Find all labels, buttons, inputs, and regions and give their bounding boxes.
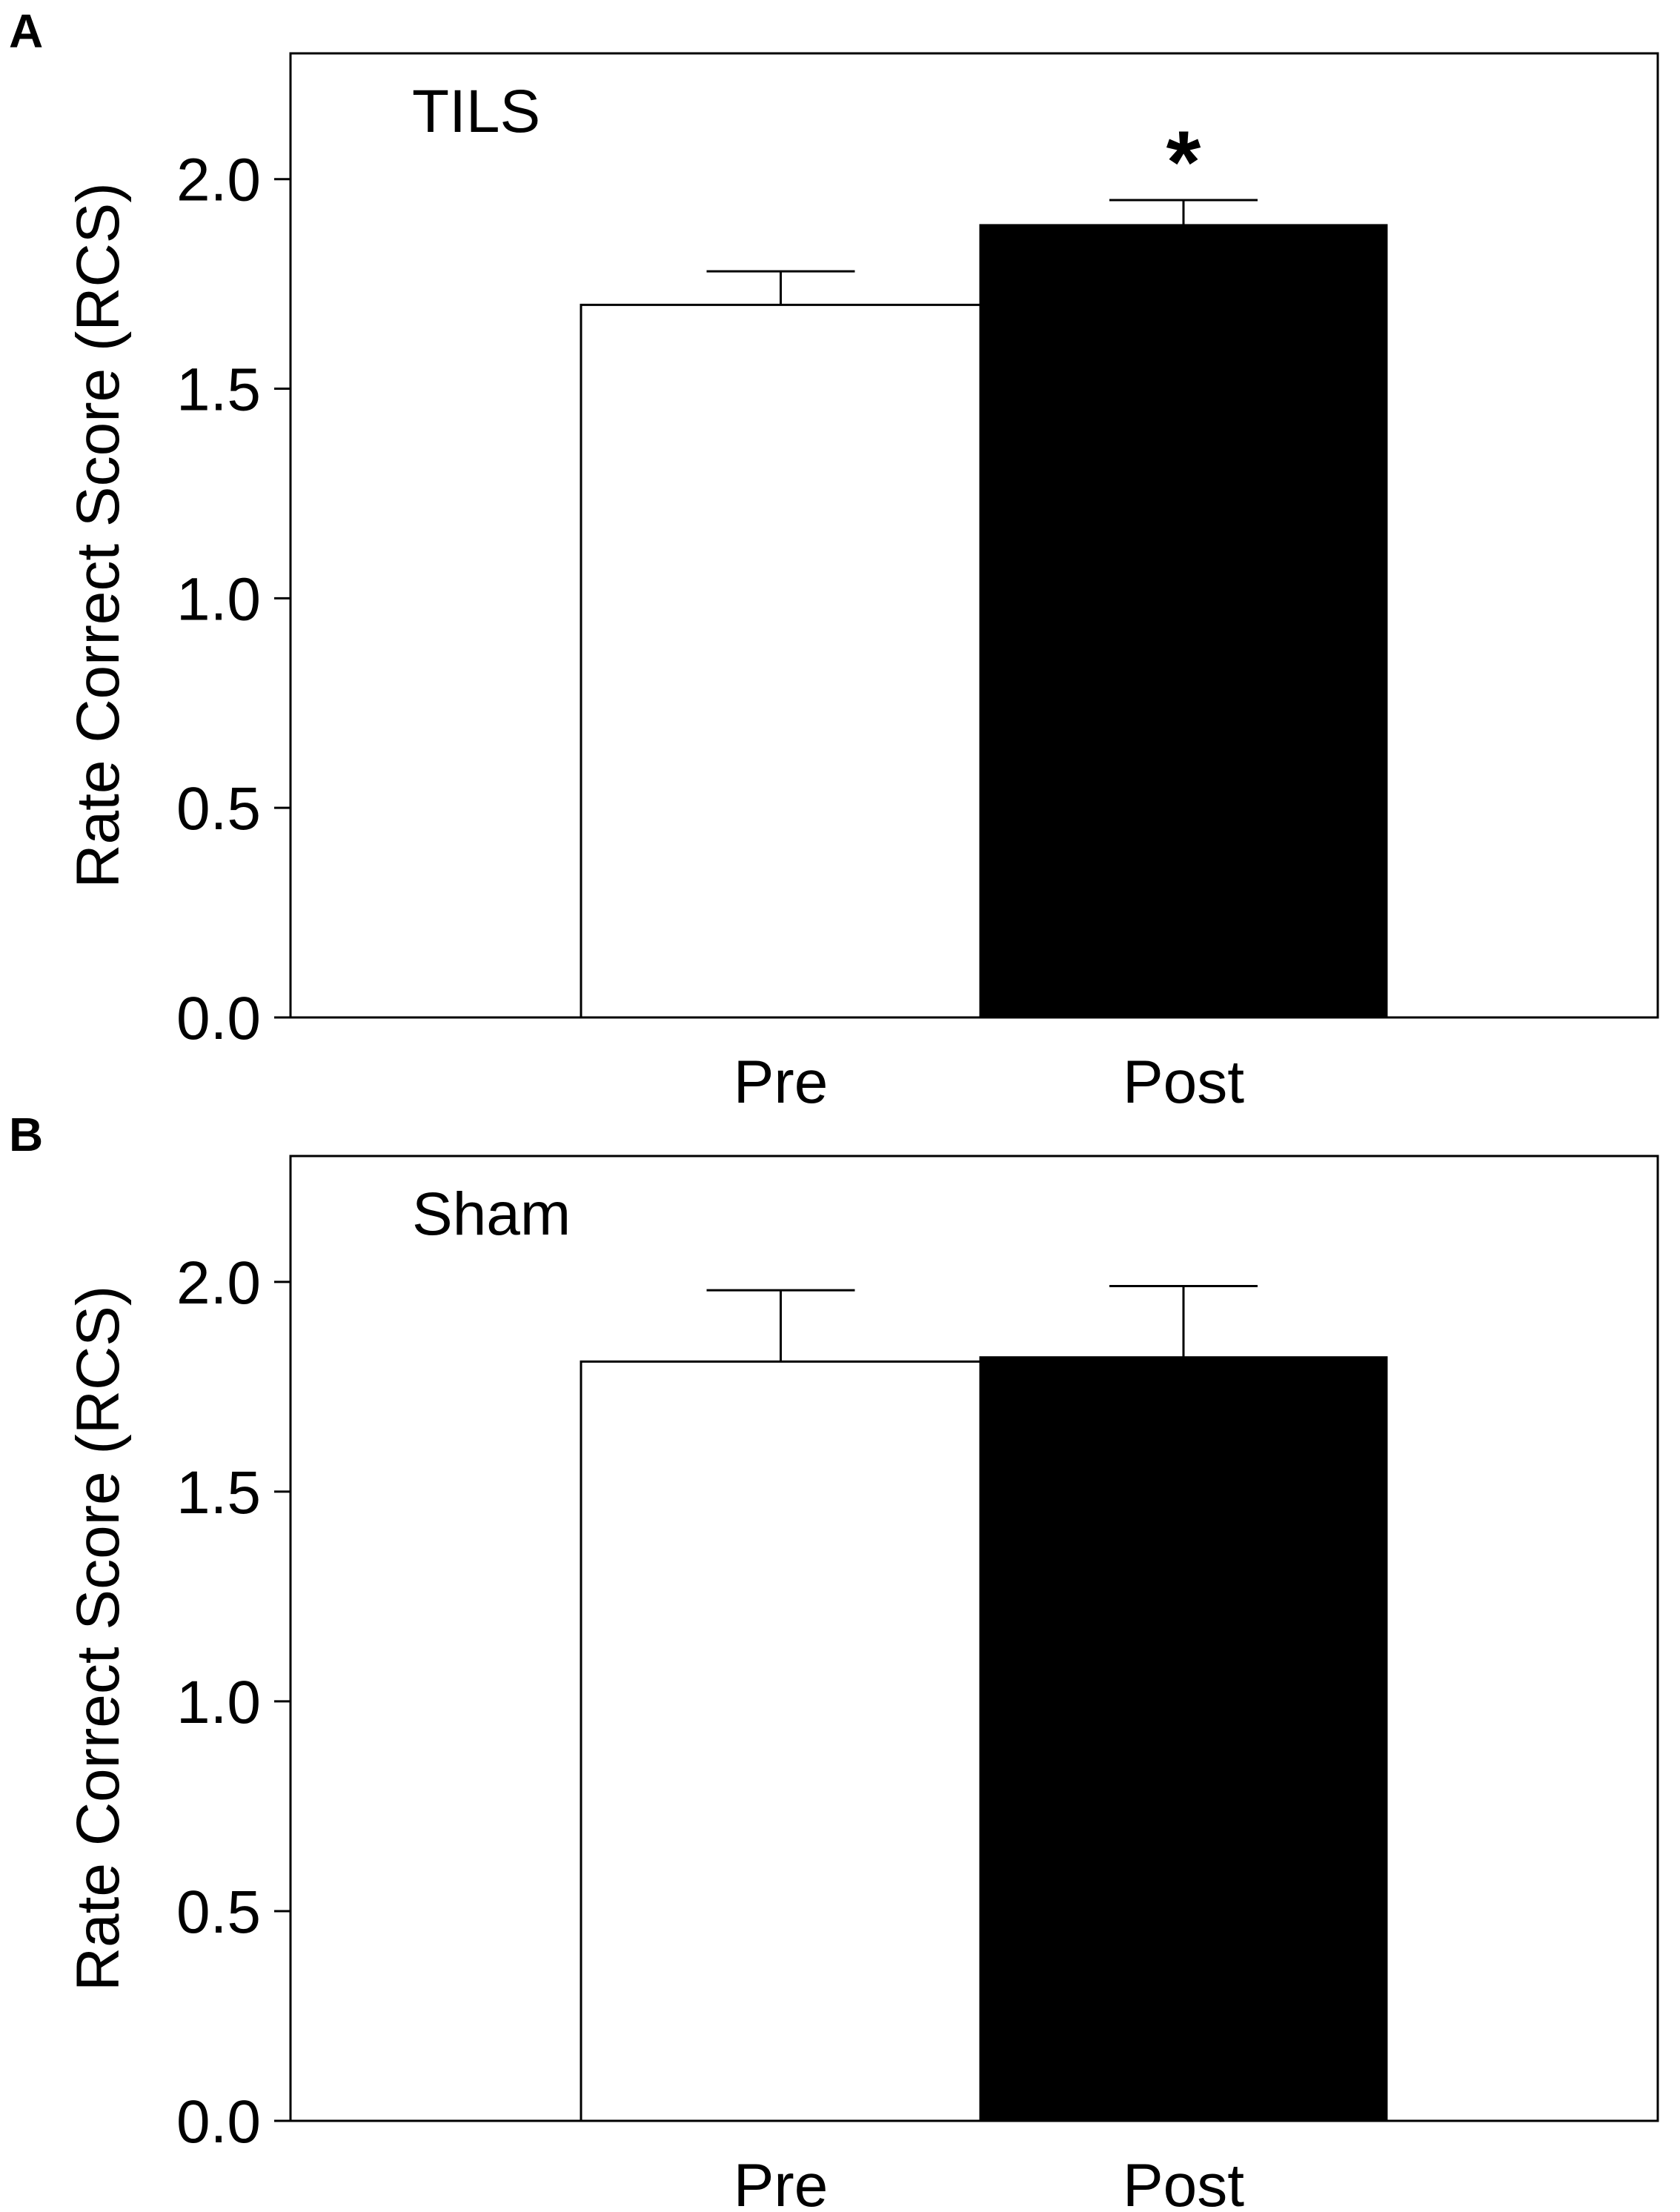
y-tick-label: 1.0 [176, 1669, 261, 1736]
panel-letter: A [9, 4, 43, 58]
y-axis-label: Rate Correct Score (RCS) [64, 1286, 132, 1991]
bar-post [979, 1356, 1388, 2122]
y-tick-label: 1.0 [176, 565, 261, 633]
group-label: TILS [412, 78, 540, 145]
bar-pre [580, 303, 982, 1019]
y-tick-label: 0.5 [176, 775, 261, 843]
bar-pre [580, 1360, 982, 2122]
bar-post [979, 224, 1388, 1019]
group-label: Sham [412, 1180, 571, 1248]
panel-letter: B [9, 1108, 43, 1161]
panel-b: B 0.0 0.5 1.0 1.5 2.0 Rate Correct Score (RCS)… [9, 1108, 1659, 2212]
y-tick-label: 2.0 [176, 1249, 261, 1317]
y-tick-label: 1.5 [176, 356, 261, 424]
y-tick-label: 0.0 [176, 2088, 261, 2156]
y-tick-label: 0.0 [176, 985, 261, 1052]
x-category-label: Post [1123, 1049, 1244, 1116]
x-category-label: Pre [734, 1049, 829, 1116]
significance-marker: * [1166, 113, 1201, 212]
panel-a: A 0.0 0.5 1.0 1.5 2.0 Rate Correct Score (RCS)… [9, 4, 1659, 1116]
y-tick-label: 0.5 [176, 1879, 261, 1946]
y-tick-label: 2.0 [176, 147, 261, 214]
x-category-label: Post [1123, 2152, 1244, 2212]
y-axis-label: Rate Correct Score (RCS) [64, 182, 132, 888]
y-tick-label: 1.5 [176, 1459, 261, 1527]
x-category-label: Pre [734, 2152, 829, 2212]
